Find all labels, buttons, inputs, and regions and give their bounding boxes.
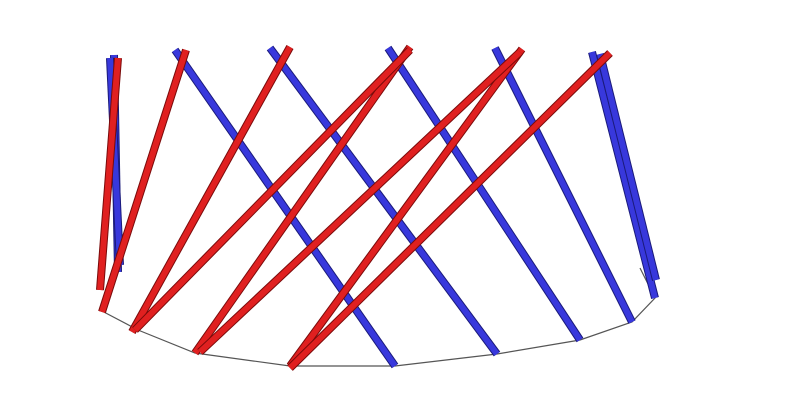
base-ring-group bbox=[99, 267, 656, 367]
blue-member-3 bbox=[266, 45, 501, 357]
red-member-3 bbox=[128, 45, 294, 334]
red-member-4 bbox=[191, 44, 414, 356]
blue-member-7 bbox=[596, 53, 660, 281]
red-member-7 bbox=[197, 49, 523, 355]
red-members-group bbox=[96, 44, 613, 371]
red-member-6 bbox=[287, 50, 613, 371]
blue-member-4 bbox=[384, 45, 584, 343]
red-member-1 bbox=[96, 57, 122, 291]
blue-members-group bbox=[106, 45, 660, 369]
red-member-5 bbox=[286, 46, 526, 369]
blue-member-5 bbox=[491, 46, 636, 324]
blue-member-2 bbox=[171, 47, 399, 369]
base-ring bbox=[99, 267, 656, 367]
red-member-8 bbox=[132, 47, 413, 333]
red-member-2 bbox=[98, 48, 190, 314]
blue-member-6 bbox=[588, 51, 659, 299]
